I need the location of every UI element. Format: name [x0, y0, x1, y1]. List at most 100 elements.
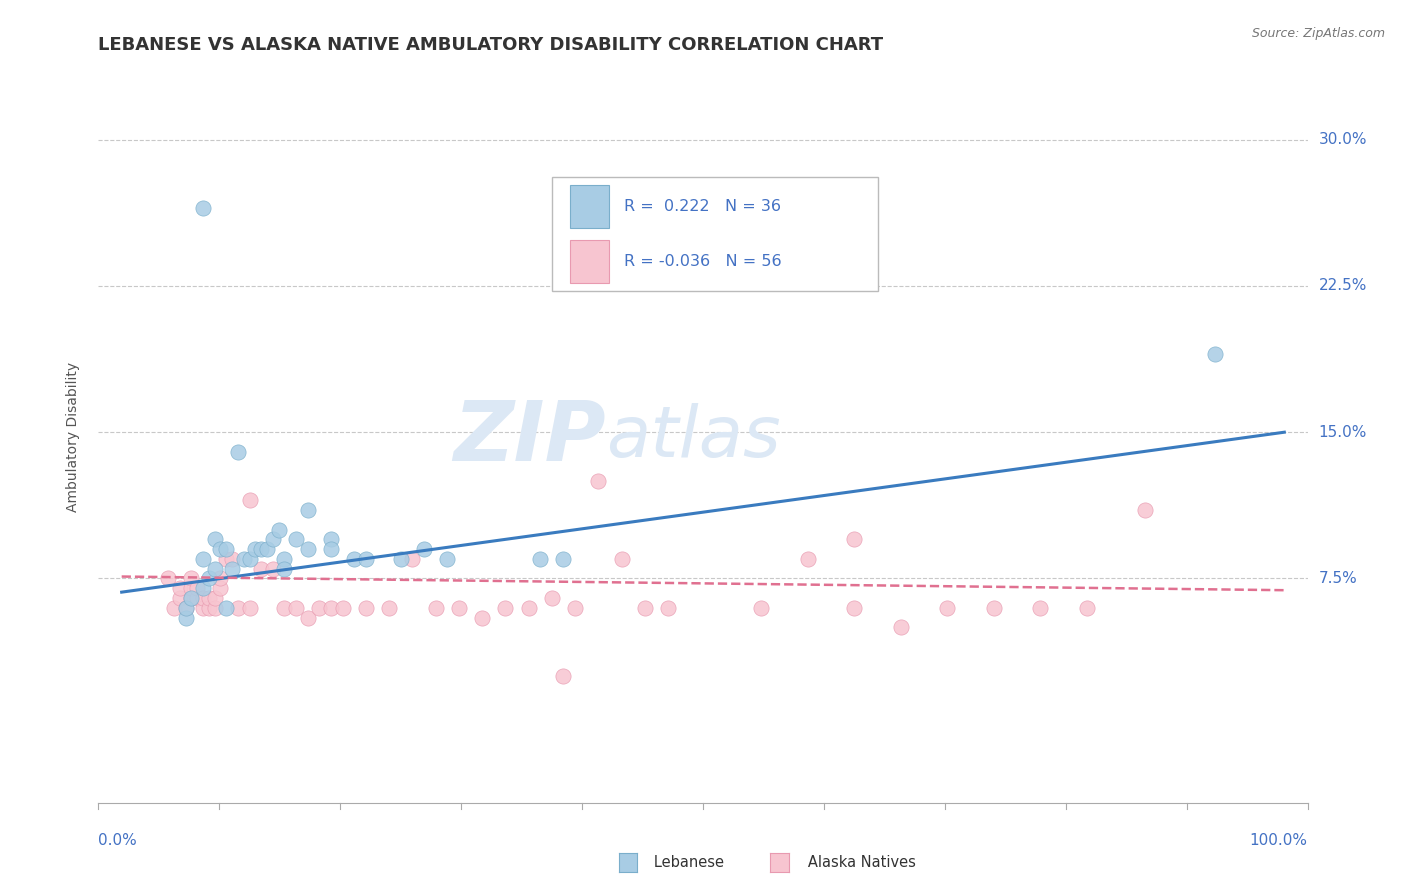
Point	[198, 572, 221, 586]
Text: R = -0.036   N = 56: R = -0.036 N = 56	[624, 253, 782, 268]
Point	[319, 533, 342, 547]
Point	[198, 600, 221, 615]
Point	[319, 542, 342, 557]
Y-axis label: Ambulatory Disability: Ambulatory Disability	[66, 362, 80, 512]
Point	[180, 591, 202, 605]
Text: LEBANESE VS ALASKA NATIVE AMBULATORY DISABILITY CORRELATION CHART: LEBANESE VS ALASKA NATIVE AMBULATORY DIS…	[98, 36, 883, 54]
Point	[332, 600, 354, 615]
Point	[842, 600, 865, 615]
Point	[389, 552, 412, 566]
Point	[529, 552, 551, 566]
Point	[191, 600, 214, 615]
Point	[413, 542, 436, 557]
Point	[204, 533, 226, 547]
Point	[221, 552, 243, 566]
Text: Source: ZipAtlas.com: Source: ZipAtlas.com	[1251, 27, 1385, 40]
Point	[610, 552, 633, 566]
Point	[232, 552, 254, 566]
Point	[749, 600, 772, 615]
FancyBboxPatch shape	[551, 178, 879, 291]
Point	[226, 444, 249, 458]
Point	[354, 552, 377, 566]
Point	[842, 533, 865, 547]
Text: Lebanese: Lebanese	[640, 855, 724, 870]
Point	[204, 591, 226, 605]
Point	[273, 562, 295, 576]
Point	[209, 581, 232, 595]
Point	[215, 600, 238, 615]
Point	[174, 610, 197, 624]
Point	[180, 581, 202, 595]
Point	[215, 542, 238, 557]
Point	[634, 600, 657, 615]
Point	[540, 591, 562, 605]
Point	[191, 552, 214, 566]
Point	[308, 600, 330, 615]
Point	[273, 600, 295, 615]
Point	[1029, 600, 1052, 615]
Point	[239, 493, 262, 508]
Point	[471, 610, 494, 624]
Point	[343, 552, 366, 566]
Point	[198, 591, 221, 605]
Point	[239, 552, 262, 566]
Point	[436, 552, 458, 566]
Point	[239, 600, 262, 615]
Text: 15.0%: 15.0%	[1319, 425, 1367, 440]
Point	[1076, 600, 1098, 615]
Point	[425, 600, 447, 615]
Text: 7.5%: 7.5%	[1319, 571, 1357, 586]
Point	[273, 552, 295, 566]
Point	[588, 474, 610, 488]
FancyBboxPatch shape	[569, 240, 609, 283]
Point	[553, 552, 575, 566]
Point	[186, 591, 208, 605]
Point	[169, 591, 191, 605]
Point	[191, 201, 214, 215]
Point	[378, 600, 401, 615]
Text: R =  0.222   N = 36: R = 0.222 N = 36	[624, 199, 782, 214]
Point	[1133, 503, 1156, 517]
Point	[447, 600, 470, 615]
Point	[174, 600, 197, 615]
Point	[564, 600, 586, 615]
Point	[221, 562, 243, 576]
Point	[180, 591, 202, 605]
Point	[226, 600, 249, 615]
Point	[796, 552, 818, 566]
FancyBboxPatch shape	[569, 185, 609, 227]
Point	[297, 503, 319, 517]
Point	[250, 542, 273, 557]
Point	[262, 533, 284, 547]
Point	[174, 600, 197, 615]
Point	[191, 591, 214, 605]
Point	[297, 542, 319, 557]
Point	[209, 542, 232, 557]
Point	[657, 600, 679, 615]
Point	[890, 620, 912, 634]
Text: ZIP: ZIP	[454, 397, 606, 477]
Point	[180, 572, 202, 586]
Point	[215, 552, 238, 566]
Point	[936, 600, 959, 615]
Point	[191, 581, 214, 595]
Text: atlas: atlas	[606, 402, 780, 472]
Point	[157, 572, 180, 586]
Text: 30.0%: 30.0%	[1319, 132, 1367, 147]
Point	[494, 600, 516, 615]
Point	[267, 523, 290, 537]
Point	[245, 542, 267, 557]
Point	[262, 562, 284, 576]
Point	[297, 610, 319, 624]
Point	[285, 600, 308, 615]
Point	[256, 542, 278, 557]
Point	[1204, 347, 1226, 361]
Point	[204, 600, 226, 615]
Text: 22.5%: 22.5%	[1319, 278, 1367, 293]
Point	[401, 552, 423, 566]
Point	[169, 581, 191, 595]
Text: Alaska Natives: Alaska Natives	[794, 855, 917, 870]
Point	[553, 669, 575, 683]
Point	[163, 600, 186, 615]
Point	[285, 533, 308, 547]
